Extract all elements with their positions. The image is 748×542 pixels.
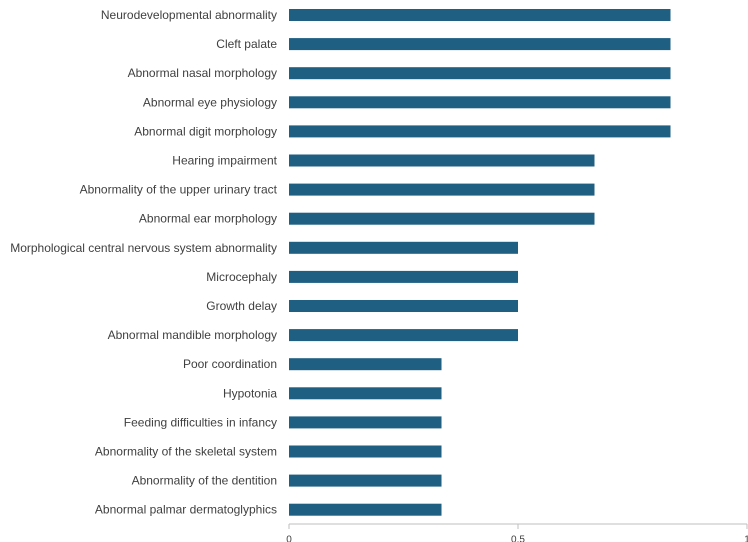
category-label: Abnormal nasal morphology: [128, 66, 277, 80]
bar: [289, 387, 442, 400]
bar: [289, 329, 518, 342]
x-tick-label: 0.5: [511, 535, 525, 542]
category-label: Microcephaly: [206, 270, 277, 284]
category-label: Abnormal palmar dermatoglyphics: [95, 503, 277, 517]
category-label: Feeding difficulties in infancy: [124, 415, 277, 429]
x-tick-label: 0: [286, 535, 292, 542]
category-label: Morphological central nervous system abn…: [10, 241, 277, 255]
bar: [289, 154, 595, 167]
bar: [289, 9, 671, 21]
category-labels-group: Neurodevelopmental abnormality Cleft pala…: [10, 8, 277, 517]
bar: [289, 270, 518, 283]
category-label: Hearing impairment: [172, 154, 277, 168]
bar: [289, 241, 518, 254]
bar: [289, 445, 442, 458]
bar: [289, 183, 595, 196]
category-label: Abnormal digit morphology: [134, 124, 277, 138]
bar: [289, 125, 671, 138]
category-label: Abnormality of the skeletal system: [95, 445, 277, 459]
category-label: Growth delay: [206, 299, 277, 313]
bar: [289, 358, 442, 371]
category-label: Abnormal ear morphology: [139, 212, 277, 226]
bar: [289, 212, 595, 225]
x-tick-label: 1: [744, 535, 748, 542]
bar: [289, 96, 671, 109]
bars-group: [289, 9, 671, 516]
category-label: Hypotonia: [223, 386, 277, 400]
category-label: Abnormality of the dentition: [132, 474, 277, 488]
bar: [289, 67, 671, 80]
category-label: Abnormal mandible morphology: [108, 328, 277, 342]
category-label: Abnormal eye physiology: [143, 95, 277, 109]
x-ticks-group: 0 0.5 1: [286, 524, 748, 542]
category-label: Neurodevelopmental abnormality: [101, 8, 277, 22]
category-label: Abnormality of the upper urinary tract: [80, 183, 278, 197]
category-label: Poor coordination: [183, 357, 277, 371]
bar: [289, 38, 671, 51]
category-label: Cleft palate: [216, 37, 277, 51]
bar: [289, 300, 518, 312]
bar: [289, 474, 442, 487]
bar: [289, 503, 442, 516]
bar: [289, 416, 442, 429]
